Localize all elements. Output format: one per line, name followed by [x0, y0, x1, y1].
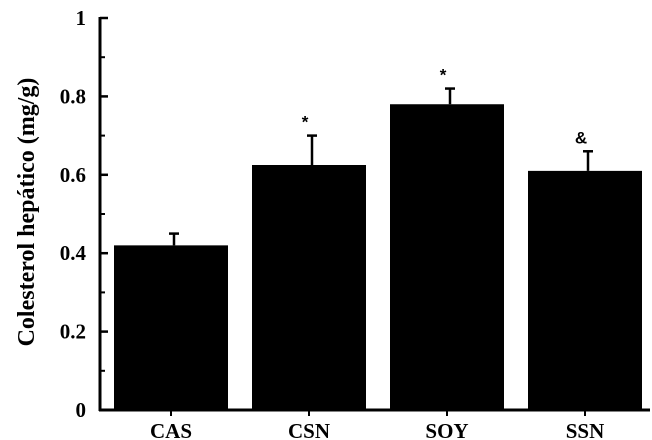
- annotations-group: * * &: [302, 66, 587, 148]
- annotation-ssn: &: [575, 128, 587, 147]
- bar-cas: [114, 245, 228, 410]
- x-tick-label-ssn: SSN: [566, 419, 605, 440]
- y-tick-label: 0: [76, 398, 87, 422]
- x-tick-label-cas: CAS: [150, 419, 192, 440]
- bar-ssn: [528, 170, 642, 410]
- y-tick-label: 0.6: [60, 163, 86, 187]
- x-ticks-group: CAS CSN SOY SSN: [150, 410, 604, 440]
- y-tick-label: 0.4: [60, 241, 87, 265]
- annotation-csn: *: [302, 113, 309, 132]
- x-tick-label-soy: SOY: [425, 419, 468, 440]
- bars-group: [114, 104, 642, 411]
- x-tick-label-csn: CSN: [288, 419, 330, 440]
- error-bars-group: [169, 87, 593, 246]
- y-tick-label: 0.2: [60, 320, 86, 344]
- bar-soy: [390, 104, 504, 411]
- y-tick-label: 0.8: [60, 84, 86, 108]
- y-axis-title: Colesterol hepático (mg/g): [14, 78, 40, 347]
- bar-csn: [252, 165, 366, 410]
- y-ticks-group: 0 0.2 0.4 0.6 0.8 1: [60, 6, 108, 422]
- y-tick-label: 1: [76, 6, 87, 30]
- annotation-soy: *: [440, 66, 447, 85]
